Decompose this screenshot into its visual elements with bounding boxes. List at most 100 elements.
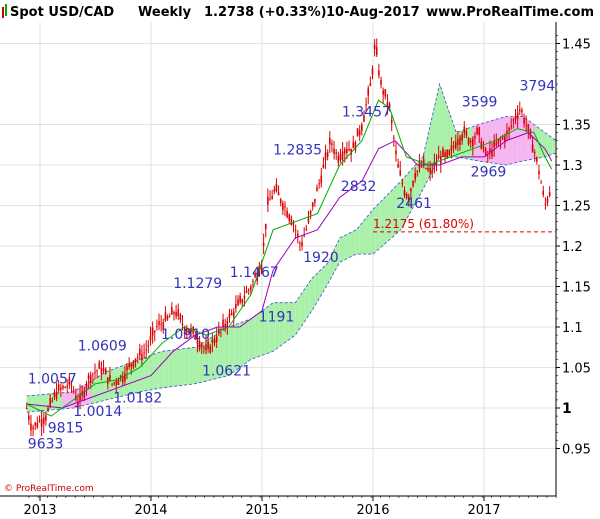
cloud-segment [237,322,240,370]
candle-body [139,348,141,356]
candle-body [226,320,229,327]
candle-body [205,344,207,351]
candle-body [57,384,60,391]
candle-body [119,375,122,378]
candle-body [326,152,329,157]
price-annotation: 1.0014 [73,404,122,420]
price-annotation: 9815 [48,420,84,436]
plot-frame [0,22,557,497]
cloud-segment [435,93,438,166]
candle-body [437,155,440,159]
cloud-segment [306,283,309,319]
candle-body [98,362,101,369]
cloud-segment [235,323,238,371]
candle-body [457,139,459,145]
candle-body [354,142,357,151]
cloud-segment [68,391,72,409]
grid [0,22,556,496]
candle-body [34,422,37,426]
candle-body [94,371,96,373]
candle-body [228,313,231,318]
y-tick-label: 1.05 [562,362,591,377]
candle-body [414,173,416,180]
price-annotation: 1.0910 [161,327,210,343]
candle-body [390,119,393,124]
candle-body [412,180,414,187]
cloud-segment [333,247,336,275]
candle-body [40,419,43,427]
price-annotation: 2832 [341,179,377,195]
cloud-segment [515,116,518,163]
candle-body [472,138,474,147]
candle-body [77,401,79,406]
cloud-segment [168,350,171,387]
candle-body [260,263,263,270]
candle-body [215,336,218,342]
candle-body [126,366,128,371]
candle-body [429,167,431,173]
candle-body [209,345,212,353]
candle-body [365,104,367,106]
candle-body [378,70,380,76]
header-bar [0,0,600,22]
cloud-segment [95,376,98,403]
candle-body [183,327,186,334]
candle-body [307,217,310,223]
candle-body [109,375,111,381]
cloud-segment [375,205,378,253]
cloud-segment [392,186,396,237]
candle-body [386,102,389,106]
cloud-segment [246,319,249,363]
candle-body [188,330,190,334]
cloud-segment [186,348,189,385]
cloud-segment [326,262,329,287]
cloud-segment [219,331,223,378]
x-tick-label: 2014 [134,503,167,518]
candle-body [431,170,434,173]
candle-body [416,170,419,172]
cloud-segment [33,395,36,412]
candle-body [269,199,271,201]
candle-body [523,118,525,124]
candle-body [448,150,451,156]
candle-body [30,423,32,431]
cloud-segment [384,195,387,245]
cloud-segment [184,348,187,386]
price-annotation: 1.0621 [202,364,251,380]
candle-body [124,373,126,382]
cloud-segment [59,392,63,410]
candle-body [450,145,453,151]
cloud-segment [439,84,442,157]
header-price: 1.2738 (+0.33%) [204,5,327,20]
cloud-segment [361,220,365,255]
candle-body [252,280,254,283]
cloud-segment [390,189,393,239]
ma-slow-line [26,132,553,409]
cloud-segment [137,359,140,393]
candle-body [433,162,436,167]
cloud-segment [151,354,154,390]
candle-body [51,400,54,402]
cloud-segment [190,347,194,385]
cloud-segment [270,302,274,353]
candle-body [168,316,171,318]
cloud-segment [142,357,145,392]
candle-body [32,427,34,429]
cloud-segment [275,302,278,350]
cloud-segment [193,347,196,384]
cloud-segment [188,347,191,385]
header-date: 10-Aug-2017 [326,5,420,20]
candle-body [141,353,143,361]
cloud-segment [546,133,549,157]
candle-body [264,223,267,230]
candle-body [435,162,438,165]
candle-body [367,88,370,96]
fibonacci-level: 1.2175 (61.80%) [373,217,556,233]
cloud-segment [368,212,371,255]
candle-body [292,223,295,225]
candle-body [79,393,81,401]
candle-body [70,384,73,386]
cloud-segment [317,270,320,302]
candle-body [200,344,203,347]
candle-body [512,119,515,121]
